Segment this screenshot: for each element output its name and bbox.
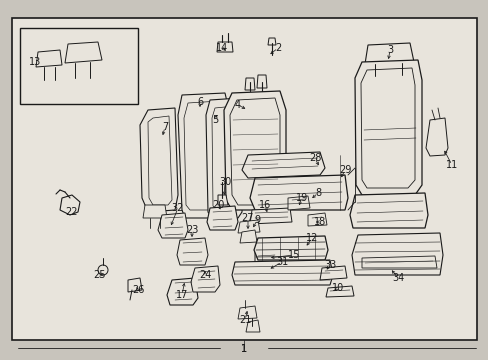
Text: 34: 34 xyxy=(391,273,403,283)
Polygon shape xyxy=(257,75,266,88)
Polygon shape xyxy=(60,195,80,215)
Text: 24: 24 xyxy=(199,270,211,280)
Text: 20: 20 xyxy=(211,200,224,210)
Text: 28: 28 xyxy=(308,153,321,163)
Polygon shape xyxy=(307,213,326,226)
Text: 16: 16 xyxy=(258,200,270,210)
Text: 21: 21 xyxy=(238,315,251,325)
Polygon shape xyxy=(287,196,309,210)
Text: 2: 2 xyxy=(274,43,281,53)
Polygon shape xyxy=(205,98,244,218)
Text: 22: 22 xyxy=(65,207,78,217)
Text: 9: 9 xyxy=(253,215,260,225)
Polygon shape xyxy=(167,278,198,305)
Polygon shape xyxy=(249,175,347,210)
Polygon shape xyxy=(238,306,257,319)
Text: 15: 15 xyxy=(287,250,300,260)
Polygon shape xyxy=(245,320,260,332)
Text: 29: 29 xyxy=(338,165,350,175)
Polygon shape xyxy=(158,213,187,238)
Polygon shape xyxy=(140,108,178,212)
Polygon shape xyxy=(178,93,229,218)
Text: 11: 11 xyxy=(445,160,457,170)
Text: 31: 31 xyxy=(275,257,287,267)
Text: 13: 13 xyxy=(29,57,41,67)
Polygon shape xyxy=(142,205,167,218)
Text: 14: 14 xyxy=(215,43,228,53)
Text: 12: 12 xyxy=(305,233,318,243)
Text: 4: 4 xyxy=(234,100,241,110)
Polygon shape xyxy=(238,220,260,233)
Bar xyxy=(12,18,476,340)
Polygon shape xyxy=(242,152,325,178)
Polygon shape xyxy=(351,233,442,275)
Text: 17: 17 xyxy=(176,290,188,300)
Text: 6: 6 xyxy=(197,97,203,107)
Polygon shape xyxy=(249,208,291,224)
Text: 7: 7 xyxy=(162,122,168,132)
Polygon shape xyxy=(364,43,413,64)
Polygon shape xyxy=(128,278,142,292)
Text: 3: 3 xyxy=(386,45,392,55)
Polygon shape xyxy=(183,101,224,210)
Polygon shape xyxy=(361,256,436,268)
Text: 32: 32 xyxy=(171,203,184,213)
Polygon shape xyxy=(325,286,353,297)
Polygon shape xyxy=(224,91,285,210)
Polygon shape xyxy=(267,38,275,45)
Polygon shape xyxy=(354,60,421,195)
Text: 23: 23 xyxy=(185,225,198,235)
Text: 27: 27 xyxy=(241,213,254,223)
Polygon shape xyxy=(231,260,332,285)
Polygon shape xyxy=(191,266,220,292)
Polygon shape xyxy=(360,68,414,188)
Polygon shape xyxy=(240,230,257,243)
Text: 25: 25 xyxy=(94,270,106,280)
Text: 26: 26 xyxy=(132,285,144,295)
Text: 8: 8 xyxy=(314,188,321,198)
Text: 33: 33 xyxy=(323,260,335,270)
Polygon shape xyxy=(148,116,172,205)
Text: 1: 1 xyxy=(241,344,246,354)
Text: 5: 5 xyxy=(211,115,218,125)
Polygon shape xyxy=(254,250,280,264)
Polygon shape xyxy=(244,78,254,90)
Polygon shape xyxy=(229,98,280,205)
Polygon shape xyxy=(425,118,447,156)
Polygon shape xyxy=(217,42,232,52)
Text: 30: 30 xyxy=(219,177,231,187)
Polygon shape xyxy=(36,50,62,67)
Text: 1: 1 xyxy=(241,344,246,354)
Text: 19: 19 xyxy=(295,193,307,203)
Polygon shape xyxy=(253,236,327,260)
Text: 10: 10 xyxy=(331,283,344,293)
Bar xyxy=(20,28,138,104)
Polygon shape xyxy=(177,238,207,265)
Polygon shape xyxy=(206,206,238,230)
Polygon shape xyxy=(218,195,227,205)
Polygon shape xyxy=(212,106,238,210)
Text: 18: 18 xyxy=(313,217,325,227)
Polygon shape xyxy=(65,42,102,63)
Polygon shape xyxy=(349,193,427,228)
Polygon shape xyxy=(319,266,346,280)
